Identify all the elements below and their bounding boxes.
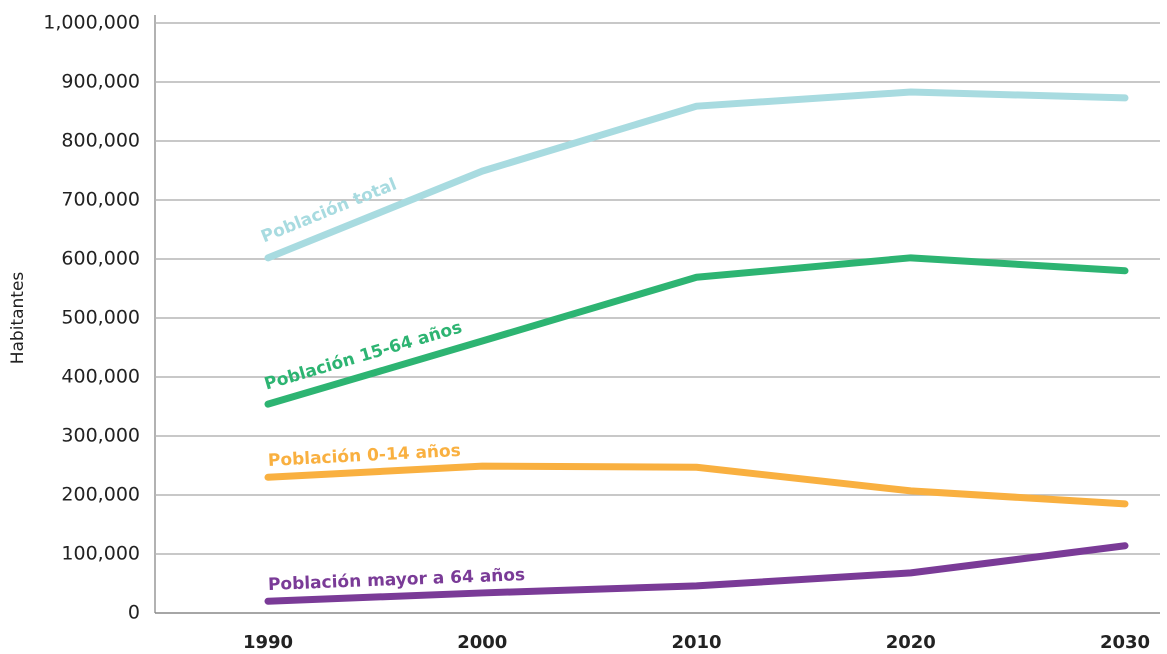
series-line <box>264 88 1129 262</box>
y-tick-label: 200,000 <box>61 484 140 506</box>
y-tick-label: 0 <box>128 602 140 624</box>
y-tick-label: 300,000 <box>61 425 140 447</box>
x-tick-label: 2020 <box>886 632 936 653</box>
y-tick-label: 800,000 <box>61 130 140 152</box>
x-tick-label: 2030 <box>1100 632 1150 653</box>
y-axis-label: Habitantes <box>8 272 28 365</box>
x-tick-label: 2000 <box>457 632 507 653</box>
x-tick-label: 2010 <box>671 632 721 653</box>
y-tick-label: 600,000 <box>61 248 140 270</box>
series-line <box>264 462 1129 508</box>
y-tick-label: 1,000,000 <box>43 12 140 34</box>
x-tick-label: 1990 <box>243 632 293 653</box>
y-tick-label: 500,000 <box>61 307 140 329</box>
series-line <box>264 542 1129 605</box>
series-line <box>264 254 1129 408</box>
y-tick-label: 900,000 <box>61 71 140 93</box>
y-tick-label: 400,000 <box>61 366 140 388</box>
y-tick-label: 700,000 <box>61 189 140 211</box>
y-tick-label: 100,000 <box>61 543 140 565</box>
